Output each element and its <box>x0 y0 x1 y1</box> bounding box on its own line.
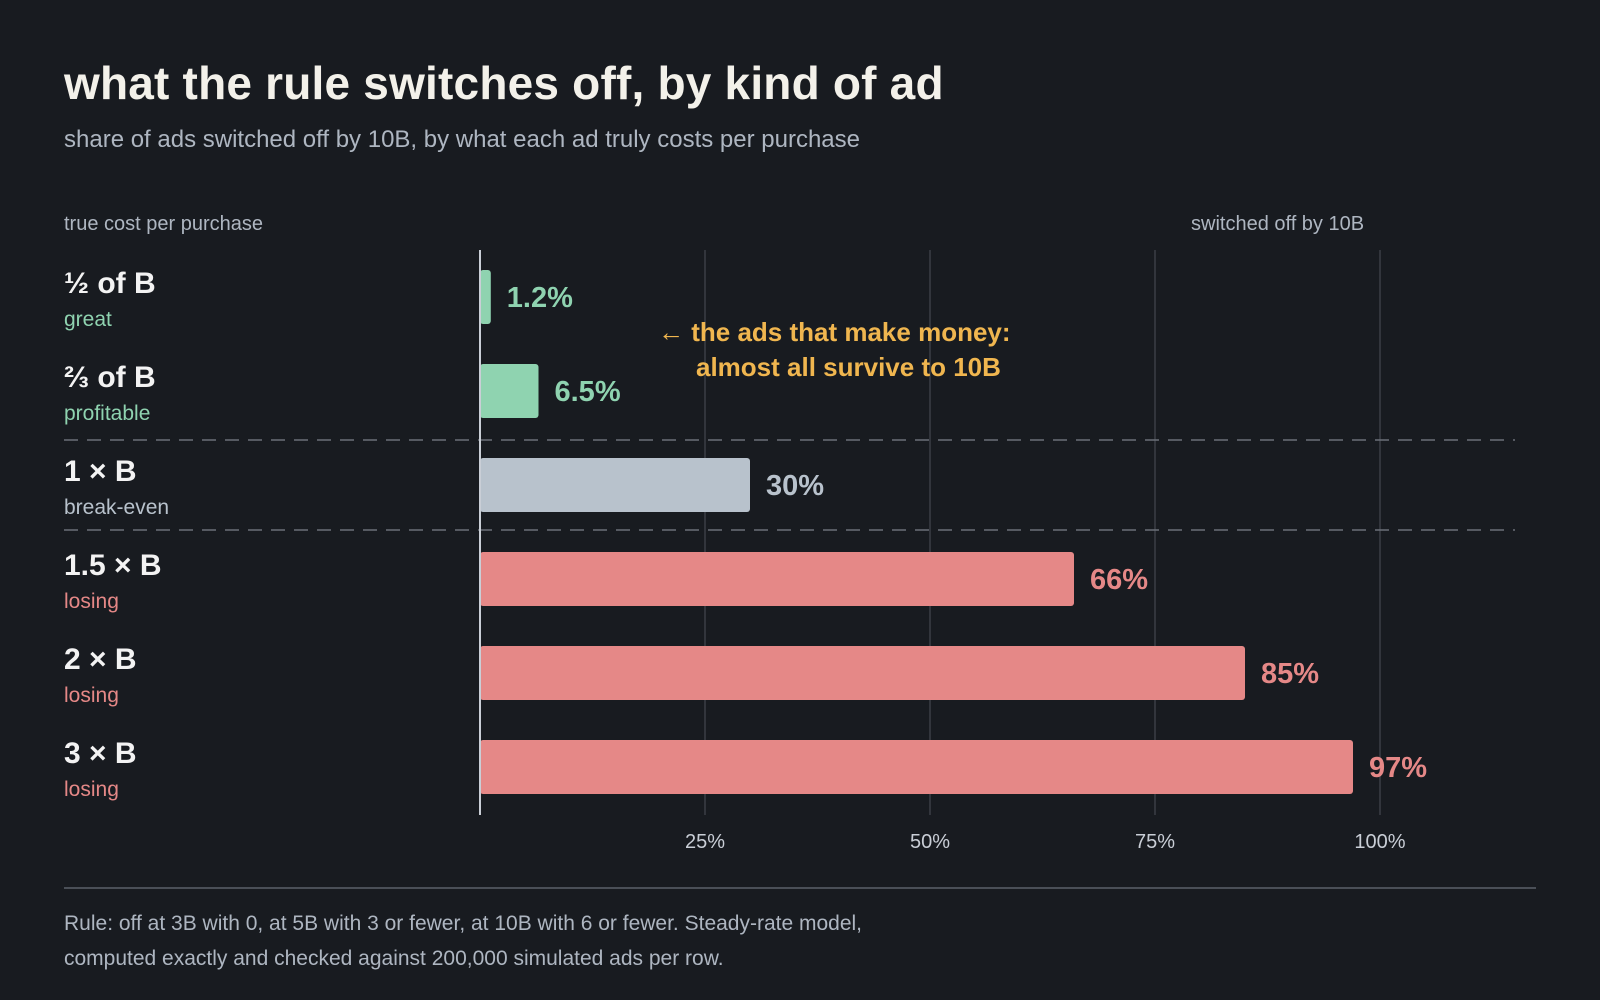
value-column-header: switched off by 10B <box>1191 213 1365 235</box>
bar-value-label: 66% <box>1090 564 1148 596</box>
bar <box>480 646 1245 700</box>
footnote-line-1: Rule: off at 3B with 0, at 5B with 3 or … <box>64 912 863 935</box>
bar-value-label: 6.5% <box>555 376 621 408</box>
footnote: Rule: off at 3B with 0, at 5B with 3 or … <box>64 906 1064 976</box>
bar <box>480 740 1353 794</box>
bar-chart: 25% 50% 75% 100% 1.2% ½ of B great 6.5% ⅔ of B pr… <box>64 250 1515 853</box>
bar-value-label: 30% <box>766 470 824 502</box>
category-label: 1.5 × B <box>64 549 162 582</box>
category-sublabel: great <box>64 308 112 331</box>
category-sublabel: losing <box>64 684 119 707</box>
x-tick-label: 50% <box>910 831 950 853</box>
x-tick-label: 100% <box>1354 831 1405 853</box>
category-label: 2 × B <box>64 643 137 676</box>
bar <box>480 364 539 418</box>
category-sublabel: losing <box>64 778 119 801</box>
footnote-line-2: computed exactly and checked against 200… <box>64 947 724 970</box>
category-label: 1 × B <box>64 455 137 488</box>
annotation-line-2: almost all survive to 10B <box>696 352 1001 382</box>
x-tick-label: 25% <box>685 831 725 853</box>
category-label: 3 × B <box>64 737 137 770</box>
footer-divider <box>64 887 1536 889</box>
x-tick-label: 75% <box>1135 831 1175 853</box>
category-sublabel: break-even <box>64 496 169 519</box>
category-label: ⅔ of B <box>64 361 156 394</box>
bar <box>480 458 750 512</box>
chart-subtitle: share of ads switched off by 10B, by wha… <box>64 126 860 153</box>
category-column-header: true cost per purchase <box>64 213 263 235</box>
bar-value-label: 85% <box>1261 658 1319 690</box>
bar <box>480 270 491 324</box>
category-sublabel: profitable <box>64 402 150 425</box>
annotation-line-1: ← the ads that make money: <box>658 317 1011 347</box>
bar-value-label: 97% <box>1369 752 1427 784</box>
category-label: ½ of B <box>64 267 156 300</box>
bar-value-label: 1.2% <box>507 282 573 314</box>
category-sublabel: losing <box>64 590 119 613</box>
chart-title: what the rule switches off, by kind of a… <box>64 57 944 109</box>
bar <box>480 552 1074 606</box>
